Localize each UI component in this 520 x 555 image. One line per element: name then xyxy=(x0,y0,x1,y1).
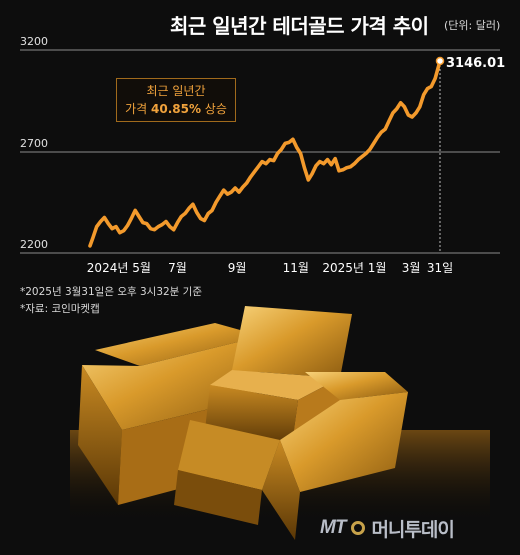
brand-mt: MT xyxy=(320,517,346,538)
brand-ring-icon xyxy=(351,521,366,535)
unit-label: (단위: 달러) xyxy=(444,19,501,32)
callout-line1: 최근 일년간 xyxy=(146,84,206,98)
y-tick-3200: 3200 xyxy=(20,35,48,48)
y-tick-2200: 2200 xyxy=(20,238,48,251)
note-time-basis: *2025년 3월31일은 오후 3시32분 기준 xyxy=(20,286,203,298)
callout-box: 최근 일년간 가격 40.85% 상승 xyxy=(116,78,236,122)
last-value-label: 3146.01 xyxy=(446,56,506,71)
note-source: *자료: 코인마켓캡 xyxy=(20,303,100,315)
x-tick-label: 7월 xyxy=(168,261,187,275)
price-series-line xyxy=(88,59,442,248)
brand-name: 머니투데이 xyxy=(371,518,454,541)
x-tick-label: 2024년 5월 xyxy=(87,261,151,275)
callout-line2: 가격 40.85% 상승 xyxy=(117,100,235,118)
last-point-marker xyxy=(435,56,445,66)
callout-suffix: 상승 xyxy=(200,102,227,116)
gold-bars-image xyxy=(70,306,490,540)
x-axis-ticks: 2024년 5월 7월 9월 11월 2025년 1월 3월 31일 xyxy=(87,261,453,275)
moneytoday-logo-icon: MT 머니투데이 xyxy=(320,513,455,543)
callout-value: 40.85% xyxy=(151,102,201,116)
callout-prefix: 가격 xyxy=(125,102,151,116)
x-tick-label: 31일 xyxy=(427,261,453,275)
x-tick-label: 9월 xyxy=(228,261,247,275)
x-tick-label: 2025년 1월 xyxy=(322,261,386,275)
chart-title: 최근 일년간 테더골드 가격 추이 xyxy=(170,14,429,38)
x-tick-label: 11월 xyxy=(283,261,309,275)
x-tick-label: 3월 xyxy=(402,261,421,275)
y-tick-2700: 2700 xyxy=(20,137,48,150)
